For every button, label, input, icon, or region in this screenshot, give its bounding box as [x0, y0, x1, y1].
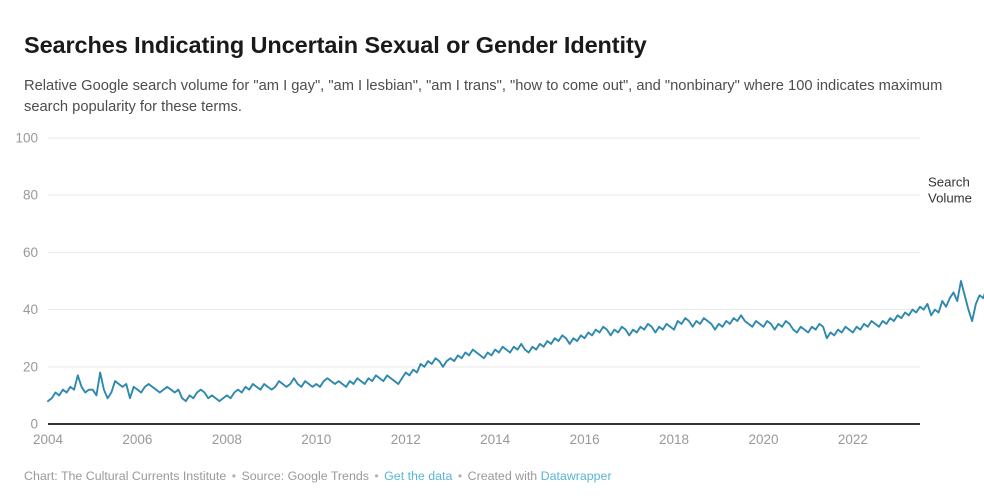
- series-label: Search: [928, 174, 970, 189]
- footer-source: Source: Google Trends: [241, 469, 369, 483]
- y-axis-tick-label: 0: [30, 417, 38, 432]
- x-axis-tick-label: 2008: [212, 432, 242, 447]
- x-axis-tick-label: 2022: [838, 432, 868, 447]
- footer-chart-credit: Chart: The Cultural Currents Institute: [24, 469, 227, 483]
- x-axis-tick-label: 2010: [301, 432, 331, 447]
- x-axis-tick-label: 2004: [33, 432, 64, 447]
- footer-created-with-label: Created with: [467, 469, 538, 483]
- x-axis-tick-label: 2020: [748, 432, 778, 447]
- get-the-data-link[interactable]: Get the data: [384, 469, 453, 483]
- page-title: Searches Indicating Uncertain Sexual or …: [24, 32, 647, 58]
- x-axis-tick-label: 2012: [391, 432, 421, 447]
- chart-subtitle: Relative Google search volume for "am I …: [24, 78, 943, 115]
- footer-separator-2: •: [374, 469, 379, 483]
- series-label: Volume: [928, 190, 972, 205]
- chart-footer: Chart: The Cultural Currents Institute •…: [24, 469, 612, 483]
- footer-separator-1: •: [231, 469, 237, 483]
- y-axis-tick-label: 100: [15, 131, 38, 146]
- x-axis-tick-label: 2014: [480, 432, 511, 447]
- data-series-line: [47, 280, 984, 403]
- y-axis-tick-label: 40: [23, 302, 38, 317]
- footer-separator-3: •: [457, 469, 463, 483]
- datawrapper-link[interactable]: Datawrapper: [540, 469, 612, 483]
- x-axis-tick-label: 2006: [122, 432, 152, 447]
- x-axis-tick-label: 2016: [570, 432, 600, 447]
- line-chart-svg: 0 20 40 60 80 100 2004 2006 2008 2010 2012 2014 2016…: [15, 131, 984, 447]
- x-axis-tick-label: 2018: [659, 432, 689, 447]
- plot-area: 0 20 40 60 80 100 2004 2006 2008 2010 2012 2014 2016…: [0, 120, 984, 460]
- y-axis-tick-label: 80: [23, 188, 38, 203]
- y-axis-tick-label: 20: [23, 359, 38, 374]
- y-axis-tick-label: 60: [23, 245, 38, 260]
